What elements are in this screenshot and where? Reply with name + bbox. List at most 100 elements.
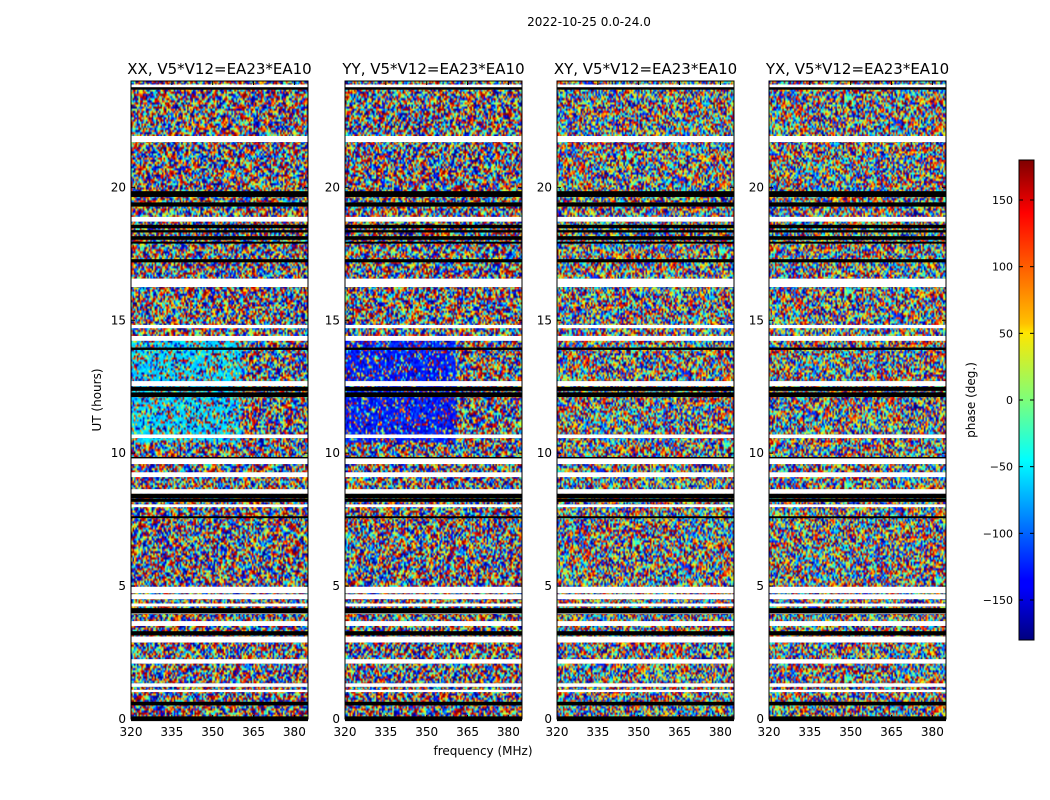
- y-tick-label: 20: [749, 180, 764, 194]
- flagged-band: [557, 236, 734, 240]
- x-tick-label: 335: [798, 725, 821, 739]
- flagged-band: [345, 458, 522, 465]
- flagged-band: [345, 224, 522, 229]
- x-tick-label: 320: [546, 725, 569, 739]
- flagged-band: [131, 84, 308, 88]
- x-tick-label: 335: [586, 725, 609, 739]
- flagged-band: [557, 493, 734, 499]
- flagged-band: [345, 608, 522, 614]
- y-tick-label: 10: [111, 446, 126, 460]
- flagged-band: [131, 381, 308, 387]
- flagged-band: [345, 335, 522, 341]
- flagged-band: [557, 381, 734, 387]
- x-axis-label: frequency (MHz): [433, 744, 532, 758]
- flagged-band: [345, 683, 522, 687]
- flagged-band: [769, 689, 946, 693]
- flagged-band: [131, 608, 308, 614]
- flagged-band: [557, 216, 734, 222]
- flagged-band: [557, 586, 734, 594]
- flagged-band: [345, 516, 522, 519]
- flagged-band: [345, 347, 522, 350]
- y-tick-label: 15: [111, 313, 126, 327]
- flagged-band: [769, 236, 946, 240]
- flagged-band: [769, 493, 946, 499]
- flagged-band: [345, 504, 522, 508]
- flagged-band: [769, 608, 946, 614]
- flagged-band: [557, 489, 734, 494]
- y-tick-label: 20: [111, 180, 126, 194]
- flagged-band: [769, 594, 946, 598]
- flagged-band: [131, 621, 308, 626]
- flagged-band: [769, 504, 946, 508]
- flagged-band: [769, 631, 946, 636]
- flagged-band: [345, 392, 522, 398]
- plot-frame: [556, 80, 735, 720]
- flagged-band: [345, 136, 522, 143]
- flagged-band: [131, 493, 308, 499]
- x-tick-label: 320: [334, 725, 357, 739]
- flagged-band: [345, 283, 522, 288]
- y-tick-label: 20: [537, 180, 552, 194]
- flagged-band: [769, 472, 946, 478]
- panels: XX, V5*V12=EA23*EA10 320 335 350 365 380 0 5 10 1…: [111, 60, 949, 739]
- y-tick-label: 5: [118, 579, 126, 593]
- y-tick-label: 10: [537, 446, 552, 460]
- flagged-band: [345, 202, 522, 207]
- flagged-band: [345, 586, 522, 594]
- flagged-band: [345, 84, 522, 88]
- flagged-band: [131, 458, 308, 465]
- flagged-band: [131, 283, 308, 288]
- flagged-band: [131, 347, 308, 350]
- flagged-band: [769, 381, 946, 387]
- flagged-band: [557, 621, 734, 626]
- flagged-band: [345, 603, 522, 607]
- flagged-band: [557, 689, 734, 693]
- flagged-band: [769, 278, 946, 285]
- flagged-band: [131, 86, 308, 90]
- flagged-band: [131, 136, 308, 143]
- flagged-band: [769, 434, 946, 439]
- x-tick-label: 380: [283, 725, 306, 739]
- flagged-band: [131, 259, 308, 263]
- flagged-band: [345, 621, 522, 626]
- flagged-band: [131, 631, 308, 636]
- y-tick-label: 15: [325, 313, 340, 327]
- x-tick-label: 320: [120, 725, 143, 739]
- x-tick-label: 335: [160, 725, 183, 739]
- x-tick-label: 365: [668, 725, 691, 739]
- flagged-band: [769, 659, 946, 664]
- flagged-band: [345, 489, 522, 494]
- panel-title: YX, V5*V12=EA23*EA10: [765, 60, 949, 78]
- flagged-band: [345, 689, 522, 693]
- plot-frame: [344, 80, 523, 720]
- flagged-band: [345, 241, 522, 244]
- flagged-band: [345, 498, 522, 502]
- flagged-band: [131, 456, 308, 459]
- flagged-band: [131, 498, 308, 502]
- flagged-band: [345, 230, 522, 233]
- y-tick-label: 10: [749, 446, 764, 460]
- flagged-band: [557, 631, 734, 636]
- colorbar: −150 −100 −50 0 50 100 150: [983, 159, 1035, 641]
- flagged-band: [345, 659, 522, 664]
- flagged-band: [345, 701, 522, 706]
- flagged-band: [131, 701, 308, 706]
- colorbar-tick-label: 50: [999, 327, 1013, 340]
- flagged-band: [769, 701, 946, 706]
- flagged-band: [131, 392, 308, 398]
- flagged-band: [131, 603, 308, 607]
- flagged-band: [131, 335, 308, 341]
- flagged-band: [769, 191, 946, 197]
- flagged-band: [557, 86, 734, 90]
- flagged-band: [131, 202, 308, 207]
- flagged-band: [131, 224, 308, 229]
- x-tick-label: 380: [497, 725, 520, 739]
- flagged-band: [557, 392, 734, 398]
- flagged-band: [769, 586, 946, 594]
- flagged-band: [345, 386, 522, 391]
- flagged-band: [557, 458, 734, 465]
- flagged-band: [131, 216, 308, 222]
- flagged-band: [769, 636, 946, 640]
- flagged-band: [769, 241, 946, 244]
